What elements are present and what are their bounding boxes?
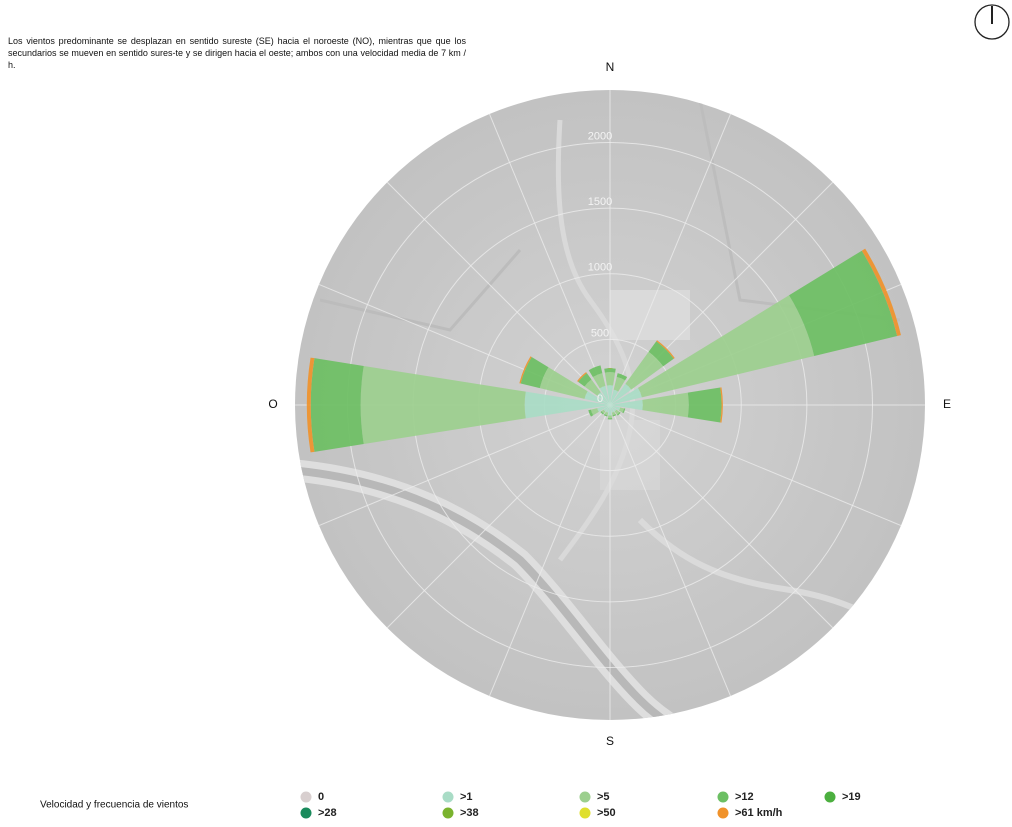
legend-label: >5 (597, 791, 610, 803)
wind-segment (588, 409, 594, 417)
radial-tick-label: 500 (591, 327, 609, 339)
wind-segment (603, 405, 610, 412)
wind-segment (616, 373, 628, 381)
wind-segment (648, 341, 674, 367)
wind-segment (597, 392, 610, 405)
wind-segment (610, 399, 643, 411)
legend-label: 0 (318, 791, 324, 803)
wind-segment (610, 405, 621, 411)
wind-segment (610, 387, 642, 405)
legend-swatch (717, 791, 729, 803)
wind-segment (607, 417, 613, 420)
compass-label: O (268, 397, 277, 411)
wind-segment (605, 405, 610, 413)
legend-swatch (717, 807, 729, 819)
legend-label: >28 (318, 807, 337, 819)
wind-segment (520, 356, 549, 389)
compass-label: N (606, 60, 615, 74)
wind-segment (610, 383, 632, 405)
legend-swatch (824, 791, 836, 803)
wind-segment (611, 411, 616, 416)
wind-segment (588, 365, 603, 378)
radial-tick-label: 1500 (588, 196, 612, 208)
wind-segment (584, 391, 610, 405)
wind-segment (592, 373, 606, 389)
legend-title: Velocidad y frecuencia de vientos (40, 800, 188, 811)
wind-segment (606, 385, 614, 405)
description: Los vientos predominante se desplazan en… (8, 36, 466, 70)
wind-segment (614, 409, 620, 415)
radial-tick-label: 1000 (588, 262, 612, 274)
legend-swatch (579, 807, 591, 819)
wind-segment (637, 295, 815, 398)
wind-segment (584, 379, 601, 396)
wind-segment (577, 372, 587, 382)
wind-segment (590, 408, 599, 416)
wind-segment (625, 351, 664, 390)
wind-segment (618, 407, 625, 413)
legend-label: >61 km/h (735, 807, 783, 819)
legend-swatch (442, 791, 454, 803)
compass-label: E (943, 397, 951, 411)
wind-segment (613, 376, 626, 392)
wind-segment (603, 413, 608, 417)
legend-swatch (300, 807, 312, 819)
wind-segment (306, 357, 315, 453)
wind-segment (608, 405, 612, 416)
compass-label: S (606, 734, 614, 748)
legend-label: >50 (597, 807, 616, 819)
legend-label: >19 (842, 791, 861, 803)
wind-segment (612, 413, 617, 417)
wind-segment (597, 405, 610, 412)
wind-segment (616, 411, 621, 416)
wind-segment (601, 409, 606, 414)
wind-segment (610, 405, 615, 413)
legend-swatch (442, 807, 454, 819)
wind-segment (599, 385, 610, 405)
wind-segment (360, 365, 526, 445)
legend-swatch (579, 791, 591, 803)
wind-segment (687, 387, 722, 423)
legend-swatch (300, 791, 312, 803)
wind-segment (604, 372, 616, 386)
radial-tick-label: 0 (597, 393, 603, 405)
wind-segment (622, 408, 626, 414)
wind-segment (519, 356, 532, 384)
wind-segment (720, 387, 723, 423)
legend-label: >1 (460, 791, 473, 803)
wind-segment (604, 368, 616, 373)
wind-segment (600, 411, 604, 415)
wind-segment (310, 358, 364, 452)
wind-segment (604, 411, 609, 416)
wind-segment (578, 373, 592, 387)
wind-segment (642, 392, 689, 418)
wind-segment (656, 340, 675, 359)
wind-segment (789, 250, 898, 356)
wind-segment (524, 391, 610, 419)
wind-segment (607, 415, 613, 419)
wind-segment (610, 389, 619, 405)
compass-icon (974, 4, 1010, 40)
legend-label: >38 (460, 807, 479, 819)
legend-label: >12 (735, 791, 754, 803)
wind-segment (610, 405, 617, 412)
wind-segment (861, 248, 901, 337)
radial-tick-label: 2000 (588, 130, 612, 142)
wind-segment (539, 367, 588, 399)
